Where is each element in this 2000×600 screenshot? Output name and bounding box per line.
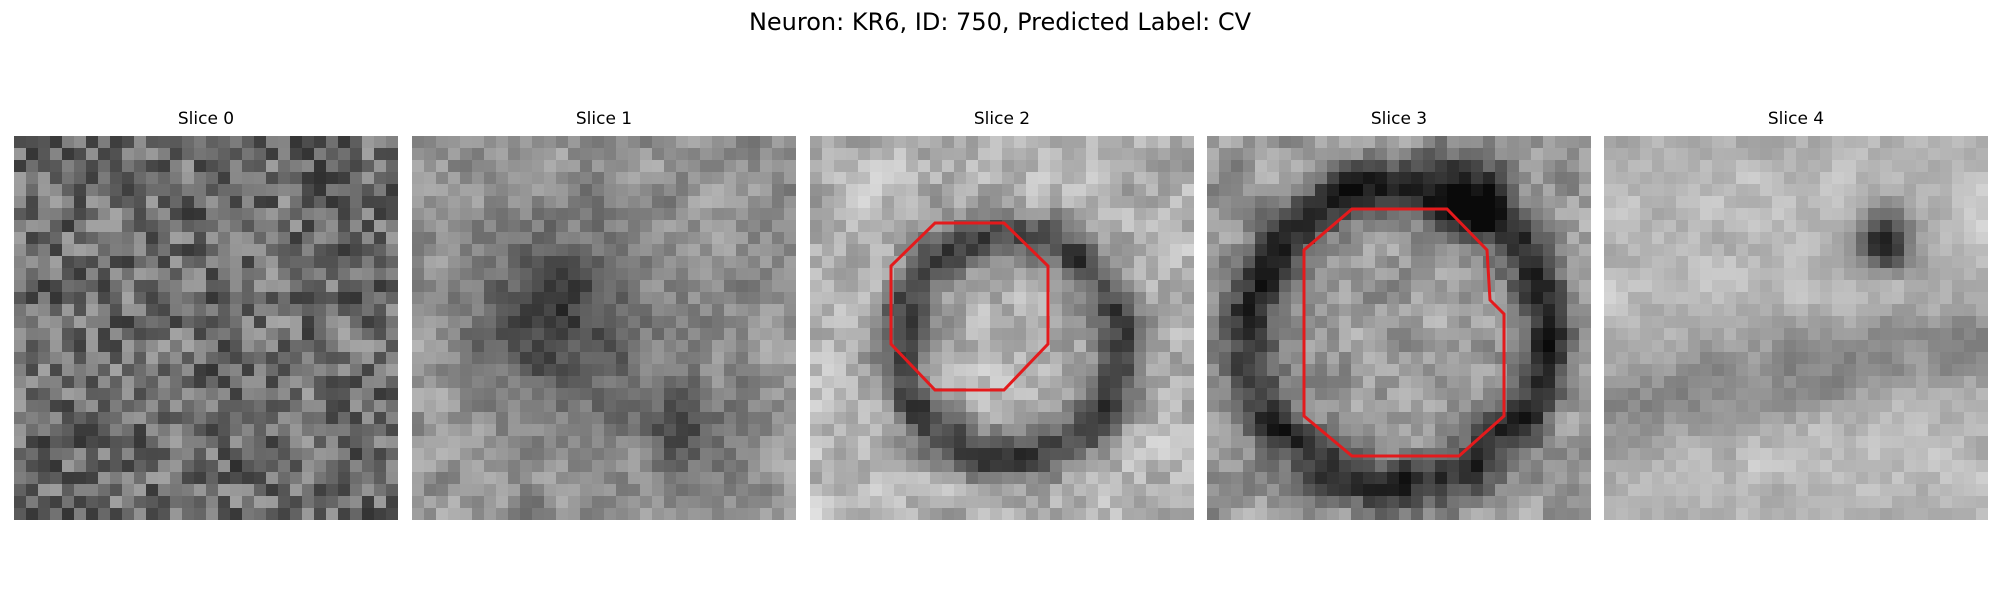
- slice-image: [412, 136, 796, 520]
- slice-panel-1: Slice 1: [412, 108, 796, 520]
- slice-image: [14, 136, 398, 520]
- slice-panel-4: Slice 4: [1604, 108, 1988, 520]
- segmentation-contour: [889, 221, 1050, 392]
- figure-title: Neuron: KR6, ID: 750, Predicted Label: C…: [748, 8, 1252, 36]
- slice-title: Slice 0: [177, 109, 235, 129]
- slice-image: [1207, 136, 1591, 520]
- pixel-grid: [412, 136, 796, 520]
- segmentation-contour: [1302, 207, 1506, 458]
- slice-panel-2: Slice 2: [810, 108, 1194, 520]
- pixel-grid: [1207, 136, 1591, 520]
- slice-image: [1604, 136, 1988, 520]
- slice-title: Slice 1: [575, 109, 633, 129]
- slice-title: Slice 4: [1767, 109, 1825, 129]
- slice-panel-0: Slice 0: [14, 108, 398, 520]
- pixel-grid: [1604, 136, 1988, 520]
- slice-image: [810, 136, 1194, 520]
- slice-panel-3: Slice 3: [1207, 108, 1591, 520]
- slice-title: Slice 2: [973, 109, 1031, 129]
- pixel-grid: [810, 136, 1194, 520]
- slice-title: Slice 3: [1370, 109, 1428, 129]
- pixel-grid: [14, 136, 398, 520]
